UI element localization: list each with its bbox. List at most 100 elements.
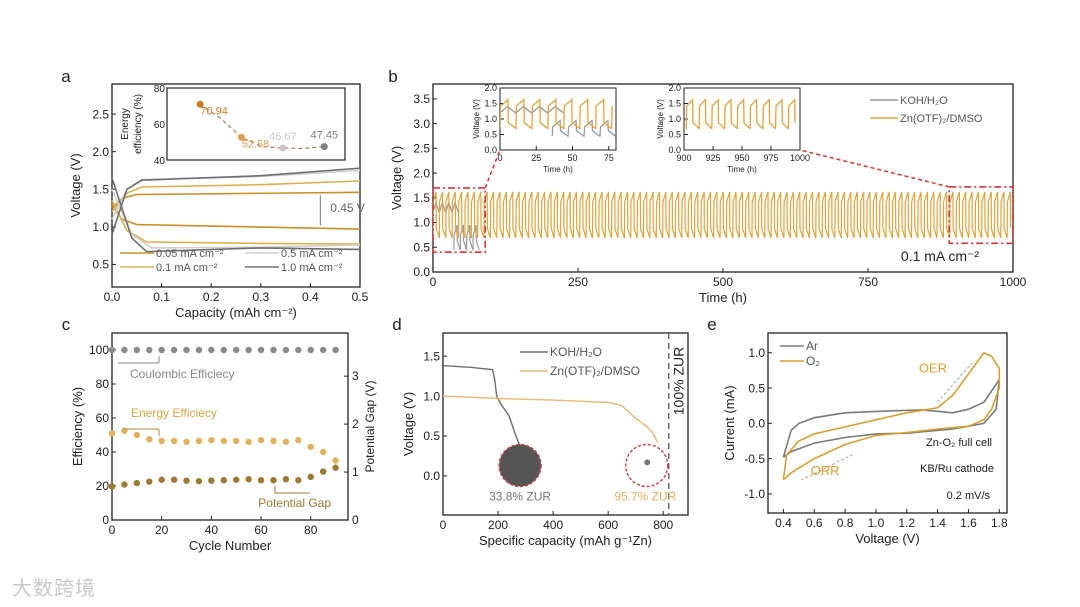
data-point xyxy=(319,468,327,475)
inset-data-label: 52.58 xyxy=(242,138,270,150)
x-tick-label: 0.3 xyxy=(252,290,269,304)
x-tick-label: 800 xyxy=(653,518,673,532)
series-line xyxy=(433,191,1012,238)
legend-label: 0.1 mA cm⁻² xyxy=(156,262,218,274)
data-point xyxy=(257,436,265,444)
series-line xyxy=(453,224,480,251)
y2-tick-label: 0 xyxy=(352,513,359,527)
data-point xyxy=(282,476,290,483)
annotation: 95.7% ZUR xyxy=(614,490,676,504)
y-tick-label: 1.5 xyxy=(413,191,430,205)
data-point xyxy=(108,430,116,437)
x-tick-label: 900 xyxy=(676,153,691,163)
y-tick-label: 2.0 xyxy=(413,166,430,180)
x-tick-label: 0 xyxy=(440,518,447,532)
zn-electrode-photo xyxy=(498,443,542,488)
data-point xyxy=(108,346,116,354)
plot-frame xyxy=(111,332,349,521)
inset-data-label: 46.67 xyxy=(269,131,297,143)
y-tick-label: 0.5 xyxy=(92,258,109,272)
data-point xyxy=(208,346,215,354)
y-axis-label: Voltage (V) xyxy=(401,392,416,456)
x-tick-label: 925 xyxy=(705,153,720,163)
legend-label: Ar xyxy=(806,339,818,353)
inset-data-point xyxy=(238,133,246,141)
y-tick-label: 1.0 xyxy=(413,216,430,230)
data-point xyxy=(146,478,153,485)
y-tick-label: 3.5 xyxy=(413,92,430,106)
data-point xyxy=(183,438,190,445)
data-point xyxy=(270,437,277,445)
data-point xyxy=(170,476,178,483)
y-tick-label: 1.5 xyxy=(484,99,497,109)
x-tick-label: 0.4 xyxy=(302,290,319,304)
series-line xyxy=(111,167,361,235)
series-line xyxy=(111,188,361,249)
data-point xyxy=(108,483,116,490)
data-point xyxy=(208,477,215,484)
y-tick-label: 100 xyxy=(89,343,109,357)
x-tick-label: 0 xyxy=(109,523,116,537)
data-point xyxy=(220,437,227,445)
y-tick-label: 80 xyxy=(96,377,110,391)
x-tick-label: 50 xyxy=(567,153,577,163)
annotation: 0.1 mA cm⁻² xyxy=(901,248,980,264)
annotation: Zn-O₂ full cell xyxy=(926,437,992,449)
inset-series xyxy=(685,98,796,129)
reference-label: 100% ZUR xyxy=(671,347,687,415)
annotation: 33.8% ZUR xyxy=(489,490,551,504)
y-tick-label: 1.5 xyxy=(92,182,109,196)
x-axis-label: Time (h) xyxy=(699,290,747,305)
x-axis-label: Cycle Number xyxy=(189,538,272,553)
annotation: 0.45 V xyxy=(330,201,365,215)
inset-data-point xyxy=(320,143,328,151)
x-tick-label: 0.4 xyxy=(775,516,792,530)
series-line xyxy=(111,177,361,253)
x-tick-label: 750 xyxy=(858,275,878,289)
data-point xyxy=(158,476,165,483)
annotation: ORR xyxy=(811,463,840,478)
arrow-left xyxy=(118,356,160,364)
x-axis-label: Time (h) xyxy=(543,165,573,174)
inset-y-tick-label: 40 xyxy=(154,156,166,167)
panel-e: e 0.4 0.6 0.8 1.0 1.2 1.4 1.6 1.8 -1.0 -0.5 0.0 0.5 1… xyxy=(707,315,1008,546)
inset-frame xyxy=(166,87,346,161)
x-tick-label: 1.6 xyxy=(960,516,977,530)
annotation: Energy Efficiecy xyxy=(131,406,217,420)
series-line xyxy=(782,351,1001,481)
annotation: Coulombic Efficiecy xyxy=(130,367,234,381)
y-tick-label: 0.5 xyxy=(748,381,765,395)
x-tick-label: 1000 xyxy=(790,153,810,163)
data-point xyxy=(233,437,240,445)
legend-label: 0.5 mA cm⁻² xyxy=(281,248,343,260)
data-point xyxy=(319,346,327,354)
zoom-box xyxy=(948,186,1014,245)
x-tick-label: 40 xyxy=(205,523,219,537)
data-point xyxy=(133,431,141,439)
panel-label: c xyxy=(62,315,71,334)
legend-label: O₂ xyxy=(806,354,820,368)
data-point xyxy=(332,457,339,464)
x-tick-label: 0.0 xyxy=(104,290,121,304)
inset-y-axis-label: Energy xyxy=(120,108,131,140)
series-line xyxy=(782,379,1001,458)
y-tick-label: 0.0 xyxy=(423,469,440,483)
x-tick-label: 60 xyxy=(254,523,268,537)
x-tick-label: 0.1 xyxy=(153,290,170,304)
inset-series-line xyxy=(551,119,616,137)
data-point xyxy=(208,436,215,444)
x-tick-label: 200 xyxy=(488,518,508,532)
y-axis-label: Voltage (V) xyxy=(656,99,665,139)
inset-data-label: 70.94 xyxy=(200,105,228,117)
y-tick-label: 1.0 xyxy=(484,114,497,124)
data-point xyxy=(158,437,165,445)
inset-y-tick-label: 60 xyxy=(154,120,166,131)
data-point xyxy=(220,477,227,484)
legend-label: KOH/H₂O xyxy=(900,95,948,107)
data-point xyxy=(146,436,153,443)
y-tick-label: 0 xyxy=(102,513,109,527)
x-tick-label: 75 xyxy=(604,153,614,163)
x-tick-label: 1.8 xyxy=(991,516,1008,530)
y-axis-label: Voltage (V) xyxy=(389,146,404,210)
